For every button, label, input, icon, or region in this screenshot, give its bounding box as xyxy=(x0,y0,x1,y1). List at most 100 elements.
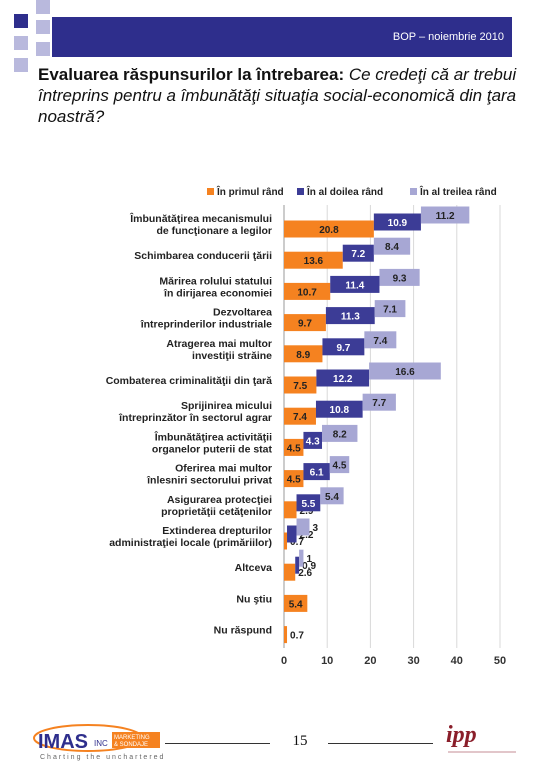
bar-1 xyxy=(284,282,331,300)
data-label: 2.6 xyxy=(298,568,312,579)
bar-3 xyxy=(299,549,304,567)
imas-logo: IMAS INC MARKETING & SONDAJE Charting th… xyxy=(33,724,165,761)
bar-2 xyxy=(287,525,297,543)
bar-1 xyxy=(284,626,288,644)
data-label: 8.4 xyxy=(385,242,399,253)
data-label: 0.7 xyxy=(290,537,304,548)
svg-text:& SONDAJE: & SONDAJE xyxy=(114,742,148,748)
data-label: 20.8 xyxy=(319,225,339,236)
bar-3 xyxy=(374,300,406,318)
data-label: 4.3 xyxy=(306,436,320,447)
category-label: întreprinderilor industriale xyxy=(140,319,272,331)
bar-3 xyxy=(420,206,470,224)
decor-square xyxy=(14,58,28,72)
bar-1 xyxy=(284,407,316,425)
category-label: Asigurarea protecţiei xyxy=(167,494,272,506)
x-tick-label: 30 xyxy=(407,655,419,667)
data-label: 5.5 xyxy=(301,499,315,510)
data-label: 12.2 xyxy=(333,374,353,385)
category-label: proprietăţii cetăţenilor xyxy=(161,506,272,518)
decor-square xyxy=(36,42,50,56)
data-label: 4.5 xyxy=(287,475,301,486)
title-question-label: Evaluarea răspunsurilor la întrebarea: xyxy=(38,65,345,84)
data-label: 5.4 xyxy=(289,599,303,610)
data-label: 11.2 xyxy=(436,211,455,222)
bar-3 xyxy=(320,487,344,505)
category-label: investiţii străine xyxy=(192,350,272,362)
category-label: înlesniri sectorului privat xyxy=(146,475,272,487)
page-number: 15 xyxy=(292,733,308,749)
decor-square xyxy=(14,36,28,50)
legend-swatch xyxy=(207,188,214,195)
data-label: 10.8 xyxy=(330,405,350,416)
data-label: 10.7 xyxy=(297,287,317,298)
data-label: 6.1 xyxy=(310,468,324,479)
data-label: 0.9 xyxy=(302,561,316,572)
data-label: 16.6 xyxy=(395,367,415,378)
bar-1 xyxy=(284,532,288,550)
bar-2 xyxy=(316,369,370,387)
category-label: Dezvoltarea xyxy=(213,307,272,319)
bar-chart: 0 10 20 30 40 50 În primul rând În al doilea râ… xyxy=(106,185,506,667)
bar-2 xyxy=(322,338,365,356)
data-label: 9.3 xyxy=(393,273,407,284)
bar-3 xyxy=(362,393,396,411)
data-label: 8.9 xyxy=(296,350,310,361)
category-label: Combaterea criminalităţii din ţară xyxy=(106,375,272,387)
bar-2 xyxy=(303,431,323,449)
bar-1 xyxy=(284,501,297,519)
bar-2 xyxy=(295,556,300,574)
header-bar xyxy=(52,17,512,57)
x-tick-label: 20 xyxy=(364,655,376,667)
decor-square xyxy=(36,20,50,34)
bar-3 xyxy=(373,237,411,255)
data-label: 4.5 xyxy=(333,461,347,472)
x-tick-label: 40 xyxy=(451,655,463,667)
bar-1 xyxy=(284,376,317,394)
category-label: Îmbunătăţirea mecanismului xyxy=(129,212,272,225)
bar-3 xyxy=(296,518,310,536)
legend-label: În al treilea rând xyxy=(419,185,497,198)
ipp-logo: ipp xyxy=(446,722,516,753)
category-label: în dirijarea economiei xyxy=(163,287,272,299)
data-label: 11.4 xyxy=(345,280,364,291)
data-label: 8.2 xyxy=(333,429,347,440)
footer-line-right xyxy=(328,743,433,744)
bar-1 xyxy=(284,470,304,488)
category-label: de funcţionare a legilor xyxy=(156,225,272,237)
decor-square xyxy=(36,0,50,14)
data-label: 4.5 xyxy=(287,443,301,454)
category-label: organelor puterii de stat xyxy=(152,443,273,455)
bar-3 xyxy=(369,362,441,380)
footer-line-left xyxy=(165,743,270,744)
data-label: 7.1 xyxy=(383,305,397,316)
data-label: 9.7 xyxy=(298,319,312,330)
category-label: Schimbarea conducerii ţării xyxy=(134,250,272,262)
legend-swatch xyxy=(410,188,417,195)
svg-text:INC: INC xyxy=(94,739,108,748)
header-date: BOP – noiembrie 2010 xyxy=(392,31,504,43)
legend-label: În primul rând xyxy=(216,185,284,198)
x-tick-label: 10 xyxy=(321,655,333,667)
bar-2 xyxy=(330,275,380,293)
data-label: 5.4 xyxy=(325,492,339,503)
page-title: Evaluarea răspunsurilor la întrebarea: C… xyxy=(38,64,528,127)
category-label: Mărirea rolului statului xyxy=(159,275,272,287)
decor-square xyxy=(14,14,28,28)
data-label: 3 xyxy=(312,523,318,534)
category-label: Extinderea drepturilor xyxy=(162,525,272,537)
bar-3 xyxy=(322,424,358,442)
svg-text:Charting the unchartered: Charting the unchartered xyxy=(40,754,165,761)
bar-1 xyxy=(284,314,326,332)
x-tick-label: 50 xyxy=(494,655,506,667)
data-label: 11.3 xyxy=(341,312,360,323)
legend-label: În al doilea rând xyxy=(306,185,383,198)
bar-2 xyxy=(315,400,363,418)
data-label: 7.4 xyxy=(293,412,307,423)
bar-1 xyxy=(284,251,343,269)
category-label: Oferirea mai multor xyxy=(175,463,272,475)
category-label: Sprijinirea micului xyxy=(181,400,272,412)
data-label: 9.7 xyxy=(336,343,350,354)
bar-1 xyxy=(284,345,323,363)
bar-1 xyxy=(284,563,296,581)
